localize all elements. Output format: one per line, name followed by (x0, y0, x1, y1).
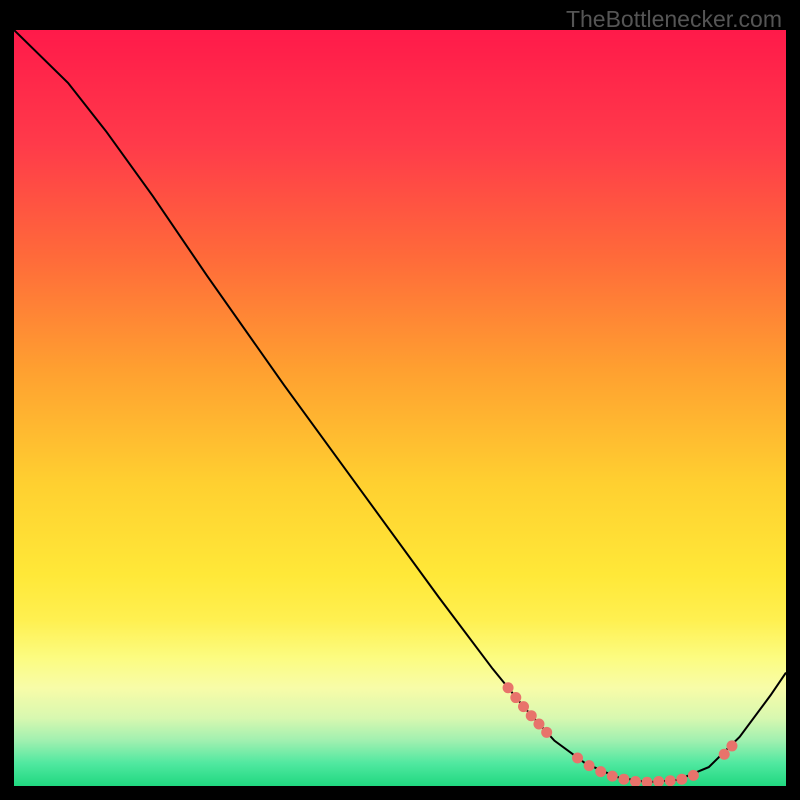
watermark-text: TheBottlenecker.com (566, 6, 782, 33)
marker-dot (726, 740, 737, 751)
marker-dot (572, 753, 583, 764)
marker-dot (510, 692, 521, 703)
main-curve (14, 30, 786, 782)
marker-dot (665, 775, 676, 786)
marker-dot (618, 774, 629, 785)
curve-layer (14, 30, 786, 786)
marker-dot (595, 766, 606, 777)
marker-dot (607, 771, 618, 782)
marker-dot (676, 774, 687, 785)
marker-dot (584, 760, 595, 771)
marker-dot (541, 727, 552, 738)
marker-dot (642, 777, 653, 786)
marker-dot (630, 776, 641, 786)
marker-dot (533, 719, 544, 730)
marker-dot (719, 749, 730, 760)
marker-dot (503, 682, 514, 693)
plot-area (14, 30, 786, 786)
marker-dot (653, 776, 664, 786)
marker-dot (526, 710, 537, 721)
marker-dot (688, 770, 699, 781)
marker-dot (518, 701, 529, 712)
